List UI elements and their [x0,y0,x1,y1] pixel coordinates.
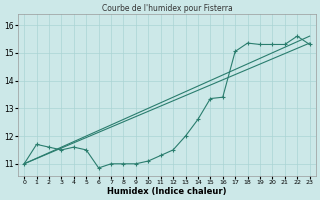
Title: Courbe de l'humidex pour Fisterra: Courbe de l'humidex pour Fisterra [101,4,232,13]
X-axis label: Humidex (Indice chaleur): Humidex (Indice chaleur) [107,187,227,196]
